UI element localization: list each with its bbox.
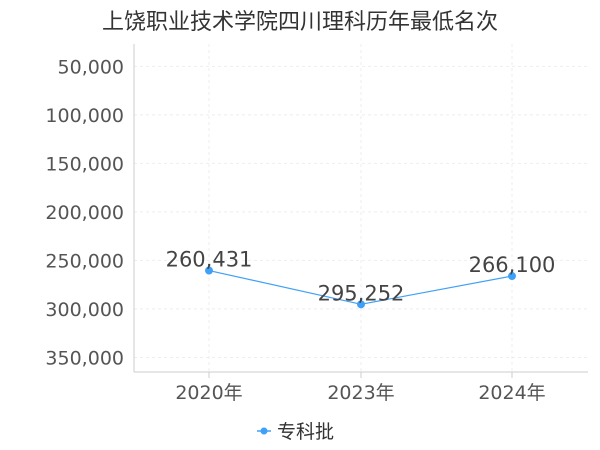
y-tick-label: 200,000 (45, 202, 124, 224)
y-tick-label: 300,000 (45, 299, 124, 321)
legend-marker (260, 427, 268, 435)
legend[interactable]: 专科批 (257, 421, 334, 443)
x-tick-label: 2024年 (478, 382, 545, 404)
y-tick-label: 100,000 (45, 105, 124, 127)
y-tick-label: 350,000 (45, 347, 124, 369)
y-tick-label: 50,000 (58, 56, 124, 78)
series-layer (205, 266, 516, 309)
x-axis-ticks: 2020年 2023年 2024年 (175, 372, 546, 404)
data-label: 266,100 (469, 253, 556, 277)
y-tick-label: 250,000 (45, 250, 124, 272)
data-label: 260,431 (166, 248, 253, 272)
chart-title: 上饶职业技术学院四川理科历年最低名次 (101, 10, 498, 35)
data-point[interactable] (205, 266, 213, 275)
y-tick-label: 150,000 (45, 153, 124, 175)
x-tick-label: 2020年 (175, 382, 242, 404)
x-tick-label: 2023年 (327, 382, 394, 404)
legend-label: 专科批 (277, 421, 334, 443)
data-point[interactable] (357, 300, 365, 309)
data-label: 295,252 (318, 281, 405, 305)
data-point[interactable] (508, 272, 516, 281)
y-axis-ticks: 50,000 100,000 150,000 200,000 250,000 300,00… (45, 56, 124, 369)
data-labels: 260,431 295,252 266,100 (166, 248, 556, 306)
grid-lines (134, 44, 588, 372)
